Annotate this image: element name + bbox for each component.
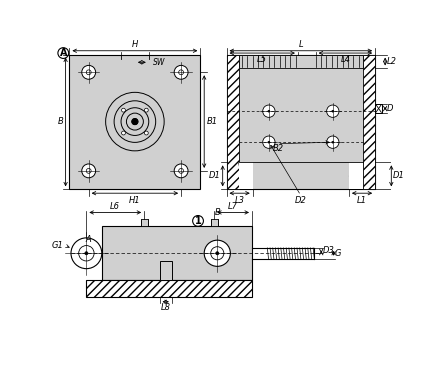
Text: SW: SW xyxy=(153,58,166,67)
Text: A: A xyxy=(60,48,67,58)
Circle shape xyxy=(85,252,88,255)
Text: L: L xyxy=(299,40,303,49)
Circle shape xyxy=(82,164,95,178)
Circle shape xyxy=(263,136,275,148)
Text: 1: 1 xyxy=(194,216,201,226)
Circle shape xyxy=(71,238,102,269)
Text: D3: D3 xyxy=(323,246,335,255)
Circle shape xyxy=(82,65,95,79)
Text: D1: D1 xyxy=(209,171,221,180)
Text: G1: G1 xyxy=(51,241,63,250)
Circle shape xyxy=(179,169,184,173)
Text: D: D xyxy=(387,104,393,113)
Bar xyxy=(239,175,253,189)
Text: B: B xyxy=(215,208,220,217)
Bar xyxy=(239,163,253,189)
Circle shape xyxy=(268,110,270,112)
Text: G: G xyxy=(335,249,341,258)
Circle shape xyxy=(144,108,148,112)
Bar xyxy=(160,261,172,280)
Bar xyxy=(363,54,375,189)
Circle shape xyxy=(179,70,184,75)
Text: A: A xyxy=(86,235,92,244)
Bar xyxy=(239,54,363,68)
Circle shape xyxy=(332,141,334,143)
Text: L5: L5 xyxy=(257,55,267,64)
Text: L4: L4 xyxy=(341,55,351,64)
Circle shape xyxy=(144,131,148,135)
Circle shape xyxy=(332,110,334,112)
Text: L8: L8 xyxy=(161,303,171,312)
Text: B1: B1 xyxy=(207,117,218,126)
Text: B2: B2 xyxy=(273,144,284,153)
Bar xyxy=(375,104,382,113)
Circle shape xyxy=(327,136,339,148)
Circle shape xyxy=(86,70,91,75)
Circle shape xyxy=(174,164,188,178)
Circle shape xyxy=(327,105,339,117)
Circle shape xyxy=(132,119,138,125)
Circle shape xyxy=(211,247,224,260)
Circle shape xyxy=(204,240,230,266)
Bar xyxy=(102,226,252,280)
Bar xyxy=(86,280,252,297)
Bar xyxy=(349,163,363,189)
Text: L3: L3 xyxy=(235,195,245,204)
Circle shape xyxy=(174,65,188,79)
Text: D1: D1 xyxy=(393,171,405,180)
Text: L2: L2 xyxy=(387,57,397,66)
Circle shape xyxy=(78,246,94,261)
Text: L7: L7 xyxy=(228,202,238,211)
Bar xyxy=(227,54,375,189)
Bar xyxy=(227,54,239,189)
Text: L6: L6 xyxy=(110,202,120,211)
Circle shape xyxy=(263,105,275,117)
Text: H1: H1 xyxy=(129,195,141,204)
Text: D2: D2 xyxy=(295,195,307,204)
Bar xyxy=(69,54,201,189)
Circle shape xyxy=(268,141,270,143)
Bar xyxy=(141,219,148,226)
Circle shape xyxy=(86,169,91,173)
Text: B: B xyxy=(58,117,63,126)
Circle shape xyxy=(216,252,219,255)
Circle shape xyxy=(122,108,126,112)
Bar xyxy=(349,175,363,189)
Circle shape xyxy=(122,131,126,135)
Bar xyxy=(211,219,218,226)
Text: L1: L1 xyxy=(357,195,367,204)
Text: H: H xyxy=(132,40,138,49)
